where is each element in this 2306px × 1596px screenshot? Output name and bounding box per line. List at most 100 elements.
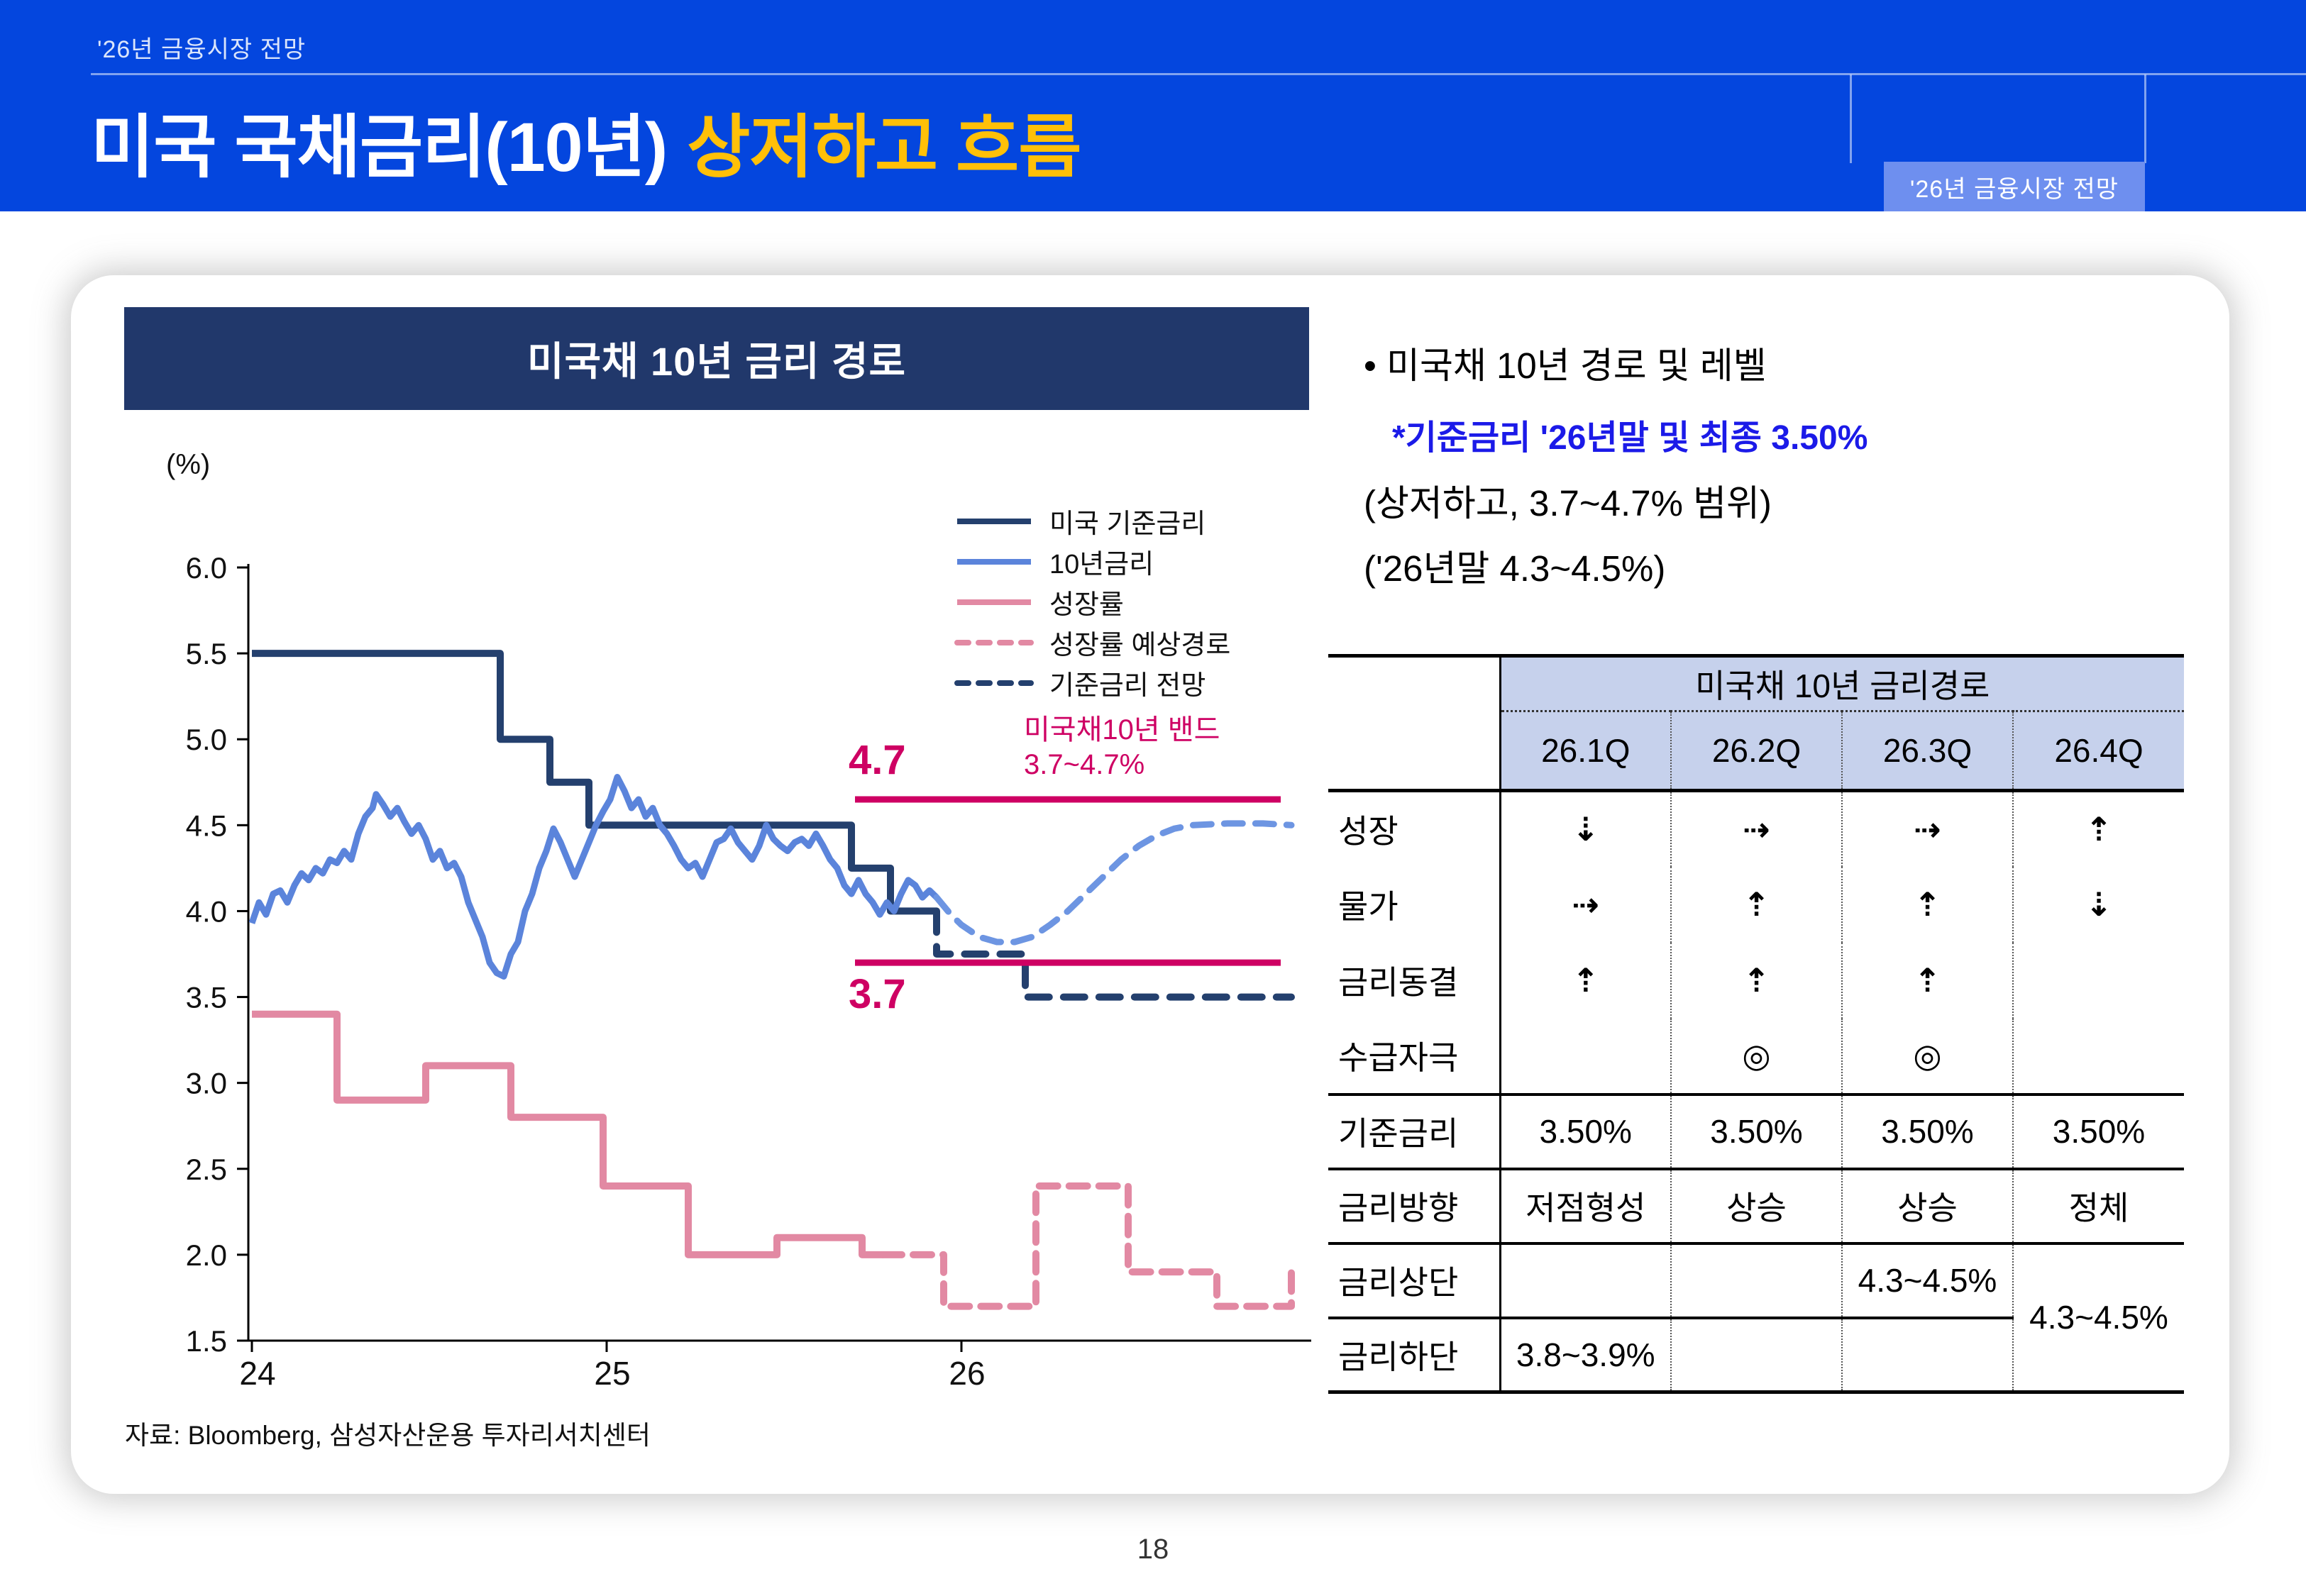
svg-text:1.5: 1.5 — [186, 1324, 227, 1358]
rate-direction-cell: 상승 — [1670, 1167, 1842, 1243]
policy-rate-cell: 3.50% — [1670, 1092, 1842, 1169]
chart-panel-title: 미국채 10년 금리 경로 — [124, 307, 1309, 410]
inflation-arrow-icon: ⇡ — [1670, 866, 1842, 943]
col-header-26-4q: 26.4Q — [2012, 711, 2184, 792]
svg-text:2.0: 2.0 — [186, 1238, 227, 1272]
note-path-level: • 미국채 10년 경로 및 레벨 — [1364, 345, 1767, 386]
svg-text:3.5: 3.5 — [186, 981, 227, 1014]
svg-text:2.5: 2.5 — [186, 1153, 227, 1186]
row-label-supply-stimulus: 수급자극 — [1328, 1018, 1501, 1095]
table-row: 물가 ⇢ ⇡ ⇡ ⇣ — [1328, 866, 2184, 943]
legend-label: 미국 기준금리 — [1049, 509, 1206, 539]
table-row: 수급자극 ◎ ◎ — [1328, 1018, 2184, 1095]
page-title-accent: 상저하고 흐름 — [687, 109, 1081, 186]
legend-line-icon — [957, 518, 1031, 524]
rate-lower-cell: 3.8~3.9% — [1500, 1316, 1671, 1394]
page-title: 미국 국채금리(10년) 상저하고 흐름 — [91, 91, 1082, 191]
row-label-rate-direction: 금리방향 — [1328, 1167, 1501, 1243]
legend-line-icon — [954, 680, 1034, 686]
inflation-arrow-icon: ⇣ — [2012, 866, 2184, 943]
header-badge: '26년 금융시장 전망 — [1884, 162, 2145, 211]
policy-rate-cell: 3.50% — [2012, 1092, 2184, 1169]
svg-text:4.5: 4.5 — [186, 809, 227, 842]
rate-hold-arrow-icon: ⇡ — [1841, 942, 2013, 1019]
legend-item: 성장률 예상경로 — [954, 622, 1230, 663]
table-corner-cell — [1328, 654, 1501, 792]
growth-arrow-icon: ⇢ — [1670, 790, 1842, 867]
svg-text:4.0: 4.0 — [186, 894, 227, 928]
svg-text:25: 25 — [594, 1355, 630, 1392]
band-upper-label: 4.7 — [849, 737, 906, 783]
header-band: '26년 금융시장 전망 미국 국채금리(10년) 상저하고 흐름 '26년 금융… — [0, 0, 2306, 211]
legend-label: 성장률 — [1049, 590, 1124, 620]
rate-range-merged-cell: 4.3~4.5% — [2012, 1241, 2184, 1394]
forecast-table: 미국채 10년 금리경로 26.1Q 26.2Q 26.3Q 26.4Q 성장 … — [1328, 654, 2184, 1394]
legend-label: 성장률 예상경로 — [1049, 631, 1231, 660]
rate-upper-cell: 4.3~4.5% — [1841, 1241, 2013, 1318]
table-row: 금리상단 4.3~4.5% 4.3~4.5% — [1328, 1241, 2184, 1394]
rate-upper-cell — [1500, 1241, 1671, 1318]
page-title-main: 미국 국채금리(10년) — [91, 109, 668, 186]
svg-text:26: 26 — [949, 1355, 985, 1392]
svg-text:24: 24 — [239, 1355, 275, 1392]
note-range: (상저하고, 3.7~4.7% 범위) — [1364, 483, 1772, 523]
svg-text:3.0: 3.0 — [186, 1067, 227, 1100]
svg-text:6.0: 6.0 — [186, 551, 227, 584]
band-caption-line1: 미국채10년 밴드 — [1024, 714, 1220, 746]
legend-line-icon — [954, 639, 1034, 645]
inflation-arrow-icon: ⇢ — [1572, 886, 1600, 923]
growth-arrow-icon: ⇡ — [2012, 790, 2184, 867]
rate-direction-cell: 저점형성 — [1500, 1167, 1671, 1243]
col-header-26-2q: 26.2Q — [1670, 711, 1842, 792]
row-label-policy-rate: 기준금리 — [1328, 1092, 1501, 1169]
svg-text:5.5: 5.5 — [186, 637, 227, 670]
table-row: 기준금리 3.50% 3.50% 3.50% 3.50% — [1328, 1092, 2184, 1169]
table-title: 미국채 10년 금리경로 — [1500, 654, 2184, 712]
table-row: 성장 ⇣ ⇢ ⇢ ⇡ — [1328, 790, 2184, 867]
note-terminal-rate: *기준금리 '26년말 및 최종 3.50% — [1392, 419, 1868, 457]
col-header-26-1q: 26.1Q — [1500, 711, 1671, 792]
rate-lower-cell — [1841, 1316, 2013, 1394]
legend-item: 미국 기준금리 — [954, 501, 1230, 541]
legend-label: 기준금리 전망 — [1049, 671, 1206, 701]
header-kicker: '26년 금융시장 전망 — [97, 36, 307, 63]
inflation-arrow-icon: ⇡ — [1841, 866, 2013, 943]
band-lower-label: 3.7 — [849, 971, 906, 1017]
rate-hold-arrow-icon: ⇡ — [1670, 942, 1842, 1019]
bullseye-icon: ◎ — [1670, 1018, 1842, 1095]
page-number: 18 — [1137, 1534, 1169, 1565]
note-yearend: ('26년말 4.3~4.5%) — [1364, 548, 1666, 589]
svg-text:(%): (%) — [166, 449, 210, 480]
band-caption-line2: 3.7~4.7% — [1024, 749, 1145, 780]
row-label-inflation: 물가 — [1328, 866, 1501, 943]
legend-label: 10년금리 — [1049, 550, 1154, 580]
legend-item: 성장률 — [954, 582, 1230, 622]
growth-arrow-icon: ⇢ — [1841, 790, 2013, 867]
rate-direction-cell: 상승 — [1841, 1167, 2013, 1243]
table-row: 금리하단 3.8~3.9% — [1328, 1316, 2184, 1394]
legend-item: 10년금리 — [954, 541, 1230, 582]
header-corner-frame — [1850, 74, 2146, 163]
header-underline — [91, 73, 2306, 75]
rate-upper-cell — [1670, 1241, 1842, 1318]
table-row: 금리방향 저점형성 상승 상승 정체 — [1328, 1167, 2184, 1243]
rate-path-chart: 6.0 5.5 5.0 4.5 4.0 3.5 3.0 2.5 2.0 1.5 24 25 26 (%) — [166, 449, 1311, 1392]
bullseye-icon: ◎ — [1841, 1018, 2013, 1095]
supply-cell — [1500, 1019, 1671, 1095]
rate-hold-arrow-icon: ⇡ — [1572, 962, 1600, 999]
col-header-26-3q: 26.3Q — [1841, 711, 2013, 792]
growth-arrow-icon: ⇣ — [1572, 811, 1600, 848]
policy-rate-cell: 3.50% — [1841, 1092, 2013, 1169]
row-label-rate-hold: 금리동결 — [1328, 942, 1501, 1019]
band-caption: 미국채10년 밴드 3.7~4.7% — [1024, 713, 1220, 782]
rate-direction-cell: 정체 — [2012, 1167, 2184, 1243]
policy-rate-cell: 3.50% — [1500, 1092, 1671, 1169]
chart-source: 자료: Bloomberg, 삼성자산운용 투자리서치센터 — [125, 1421, 651, 1450]
table-row: 금리동결 ⇡ ⇡ ⇡ — [1328, 942, 2184, 1019]
supply-cell — [2012, 1018, 2184, 1095]
row-label-rate-lower: 금리하단 — [1328, 1316, 1501, 1394]
legend-item: 기준금리 전망 — [954, 663, 1230, 703]
rate-lower-cell — [1670, 1316, 1842, 1394]
row-label-growth: 성장 — [1328, 790, 1501, 867]
